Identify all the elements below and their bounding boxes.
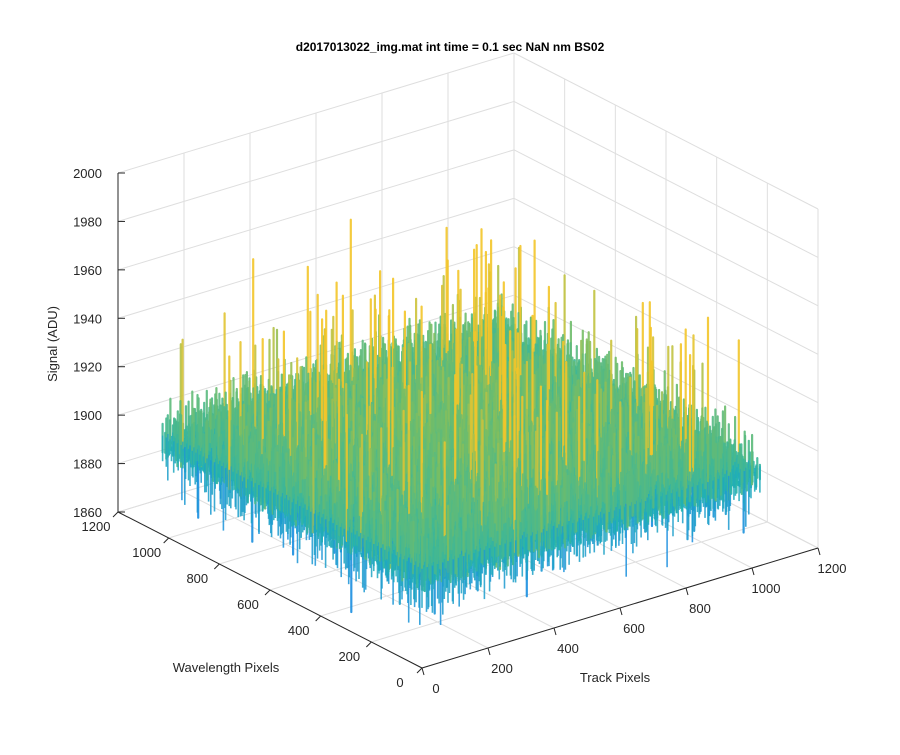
surface-layer — [163, 220, 760, 625]
